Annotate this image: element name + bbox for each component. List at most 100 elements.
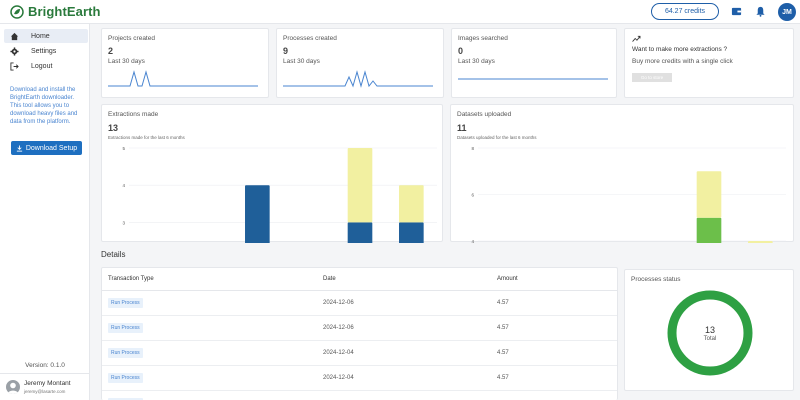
card-subtitle: Extractions made for the last 6 months [108, 135, 185, 140]
user-email: jeremy@lasarte.com [24, 389, 66, 394]
column-header-type[interactable]: Transaction Type [102, 268, 317, 291]
bar-segment[interactable] [347, 222, 373, 243]
table-row[interactable]: Run Process 2024-12-06 4.57 [102, 315, 617, 341]
card-value: 2 [108, 46, 114, 56]
status-total-label: Total [703, 336, 717, 342]
transactions-table: Transaction Type Date Amount Run Process… [102, 268, 617, 400]
home-icon [10, 32, 19, 40]
download-setup-button[interactable]: Download Setup [11, 141, 82, 155]
sidebar-item-settings[interactable]: Settings [4, 44, 88, 58]
transaction-type-badge: Run Process [108, 372, 143, 383]
amount-cell: 4.57 [491, 315, 617, 341]
transactions-table-card: Transaction Type Date Amount Run Process… [101, 267, 618, 400]
promo-title: Want to make more extractions ? [632, 46, 728, 53]
card-title: Processes created [283, 35, 337, 42]
column-header-date[interactable]: Date [317, 268, 491, 291]
processes-sparkline [283, 70, 433, 88]
table-row[interactable]: Run Process 2024-12-04 4.57 [102, 365, 617, 391]
process-status-card: Processes status 13 Total [624, 269, 794, 391]
app-name: BrightEarth [28, 4, 101, 19]
date-cell: 2024-12-06 [317, 315, 491, 341]
date-cell: 2024-12-06 [317, 290, 491, 316]
transaction-type-cell: Run Process [102, 365, 317, 391]
sidebar-item-home[interactable]: Home [4, 29, 88, 43]
user-avatar-top[interactable]: JM [778, 3, 796, 21]
y-tick-label: 6 [471, 193, 474, 198]
extractions-card: Extractions made 13 Extractions made for… [101, 104, 443, 243]
status-ring-arc [667, 290, 753, 376]
datasets-bar-chart: 02468JulAugSepOctNovDec [471, 146, 786, 243]
card-title: Extractions made [108, 111, 159, 118]
downloader-info-text: Download and install the BrightEarth dow… [10, 87, 78, 125]
date-cell: 2024-12-04 [317, 340, 491, 366]
images-sparkline [458, 78, 608, 80]
card-value: 9 [283, 46, 289, 56]
table-row[interactable]: Run Process 2024-12-04 4.57 [102, 390, 617, 400]
bar-segment[interactable] [245, 185, 270, 243]
datasets-card: Datasets uploaded 11 Datasets uploaded f… [450, 104, 794, 243]
y-tick-label: 8 [471, 146, 474, 151]
projects-sparkline [108, 70, 258, 87]
user-name: Jeremy Montant [24, 380, 71, 387]
user-avatar [6, 380, 20, 394]
card-value: 11 [457, 123, 467, 133]
transaction-type-badge: Run Process [108, 322, 143, 333]
sidebar-item-label: Logout [31, 62, 53, 70]
transaction-type-cell: Run Process [102, 290, 317, 316]
transaction-type-badge: Run Process [108, 297, 143, 308]
store-promo-card: Want to make more extractions ? Buy more… [624, 28, 794, 98]
extractions-bar-chart: 012345JulAugSepOctNovDec [122, 146, 437, 243]
transaction-type-badge: Run Process [108, 347, 143, 358]
bar-segment[interactable] [696, 217, 722, 243]
app-logo[interactable]: BrightEarth [10, 4, 101, 19]
credits-button[interactable]: 64.27 credits [651, 3, 719, 20]
logo-leaf-icon [10, 4, 24, 19]
y-tick-label: 5 [122, 146, 125, 151]
card-title: Images searched [458, 35, 508, 42]
card-title: Datasets uploaded [457, 111, 512, 118]
projects-card: Projects created 2 Last 30 days [101, 28, 269, 98]
app-version: Version: 0.1.0 [25, 362, 65, 369]
wallet-icon[interactable] [731, 6, 742, 17]
amount-cell: 4.57 [491, 340, 617, 366]
sidebar-item-label: Home [31, 32, 50, 40]
images-card: Images searched 0 Last 30 days [451, 28, 617, 98]
amount-cell: 4.57 [491, 390, 617, 400]
date-cell: 2024-12-04 [317, 365, 491, 391]
bar-segment[interactable] [696, 171, 722, 218]
bar-segment[interactable] [399, 222, 424, 243]
y-tick-label: 4 [471, 239, 474, 243]
table-header-row: Transaction Type Date Amount [102, 268, 617, 291]
user-profile[interactable]: Jeremy Montant jeremy@lasarte.com [0, 373, 90, 400]
processes-card: Processes created 9 Last 30 days [276, 28, 444, 98]
transaction-type-cell: Run Process [102, 340, 317, 366]
go-to-store-button[interactable]: Go to store [632, 73, 672, 82]
transaction-type-cell: Run Process [102, 390, 317, 400]
card-value: 13 [108, 123, 119, 133]
bar-segment[interactable] [347, 148, 373, 223]
download-setup-label: Download Setup [25, 144, 78, 152]
y-tick-label: 3 [122, 220, 125, 225]
amount-cell: 4.57 [491, 290, 617, 316]
card-value: 0 [458, 46, 464, 56]
table-row[interactable]: Run Process 2024-12-06 4.57 [102, 290, 617, 316]
bar-segment[interactable] [399, 185, 424, 223]
gear-icon [10, 46, 19, 56]
trending-up-icon [632, 35, 641, 42]
details-title: Details [101, 250, 126, 259]
card-subtitle: Datasets uploaded for the last 6 months [457, 135, 537, 140]
amount-cell: 4.57 [491, 365, 617, 391]
status-total-value: 13 [704, 325, 715, 335]
card-title: Projects created [108, 35, 155, 42]
transaction-type-cell: Run Process [102, 315, 317, 341]
table-row[interactable]: Run Process 2024-12-04 4.57 [102, 340, 617, 366]
bar-segment[interactable] [748, 241, 773, 243]
bell-icon[interactable] [755, 6, 766, 17]
download-icon [16, 144, 22, 152]
card-period: Last 30 days [458, 58, 495, 65]
column-header-amount[interactable]: Amount [491, 268, 617, 291]
sidebar-item-logout[interactable]: Logout [4, 59, 88, 73]
sidebar: Home Settings Logout Download and instal… [0, 24, 90, 400]
promo-subtitle: Buy more credits with a single click [632, 58, 733, 65]
card-title: Processes status [631, 276, 681, 283]
